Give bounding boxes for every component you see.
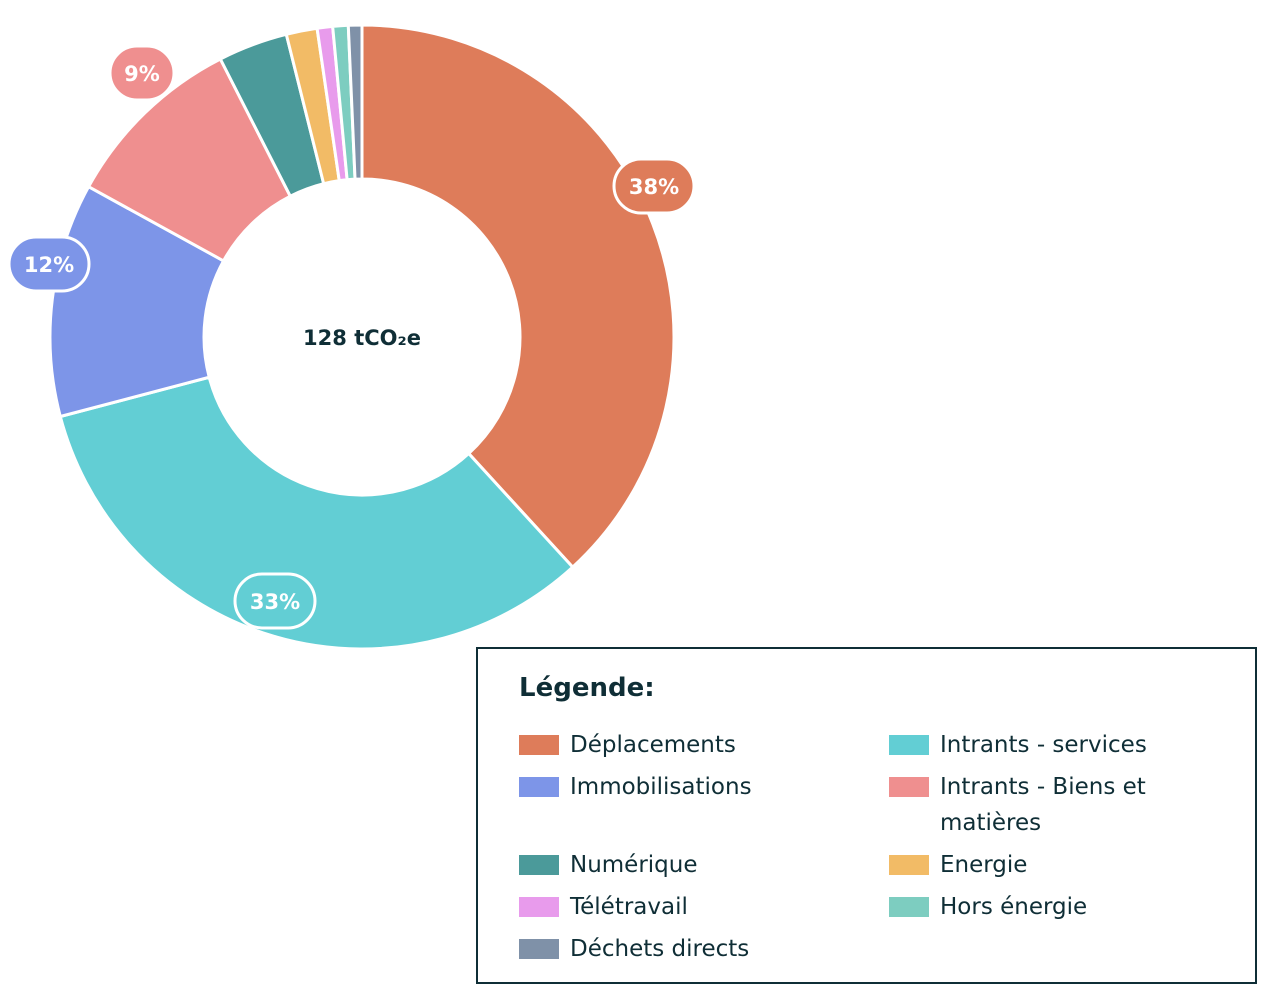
legend-item-dechets-directs: Déchets directs: [519, 931, 889, 967]
legend-swatch: [889, 777, 929, 797]
legend-label: Déchets directs: [570, 936, 750, 962]
donut-slice-d-chets-directs: [346, 23, 364, 181]
legend-box: Légende: Déplacements Intrants - service…: [476, 647, 1257, 984]
legend-item-intrants-services: Intrants - services: [889, 727, 1189, 763]
legend-swatch: [519, 735, 559, 755]
legend-label: Numérique: [570, 852, 698, 878]
center-total-label: 128 tCO₂e: [303, 326, 421, 350]
legend-label: Energie: [940, 852, 1028, 878]
donut-slices: [48, 23, 676, 651]
legend-label: Hors énergie: [940, 894, 1088, 920]
percentage-badge: 33%: [233, 572, 317, 630]
legend-item-deplacements: Déplacements: [519, 727, 889, 763]
legend-item-immobilisations: Immobilisations: [519, 769, 889, 841]
legend-swatch: [889, 897, 929, 917]
legend-grid: Déplacements Intrants - services Immobil…: [519, 727, 1219, 967]
donut-chart: 128 tCO₂e 38% 33% 12% 9%: [7, 23, 696, 651]
legend-swatch: [889, 855, 929, 875]
donut-slice-immobilisations: [48, 184, 226, 419]
percentage-badge: 9%: [108, 44, 176, 102]
legend-item-teletravail: Télétravail: [519, 889, 889, 925]
percentage-badge: 38%: [612, 157, 696, 215]
legend-swatch: [519, 939, 559, 959]
legend-swatch: [519, 897, 559, 917]
legend-item-energie: Energie: [889, 847, 1189, 883]
svg-text:38%: 38%: [629, 175, 679, 199]
donut-slice-intrants-services: [58, 375, 575, 651]
legend-item-intrants-biens: Intrants - Biens et matières: [889, 769, 1189, 841]
svg-text:9%: 9%: [124, 62, 160, 86]
svg-text:12%: 12%: [24, 253, 74, 277]
legend-label: Télétravail: [570, 894, 688, 920]
legend-title: Légende:: [519, 673, 655, 703]
legend-swatch: [519, 855, 559, 875]
percentage-badges: 38% 33% 12% 9%: [7, 44, 696, 630]
donut-slice-d-placements: [360, 23, 676, 570]
legend-label: Intrants - services: [940, 732, 1147, 758]
legend-swatch: [889, 735, 929, 755]
legend-swatch: [519, 777, 559, 797]
legend-item-numerique: Numérique: [519, 847, 889, 883]
legend-item-hors-energie: Hors énergie: [889, 889, 1189, 925]
legend-label: Déplacements: [570, 732, 736, 758]
percentage-badge: 12%: [7, 235, 91, 293]
legend-label: Immobilisations: [570, 774, 752, 800]
legend-label: Intrants - Biens et matières: [940, 774, 1146, 836]
svg-text:33%: 33%: [250, 590, 300, 614]
